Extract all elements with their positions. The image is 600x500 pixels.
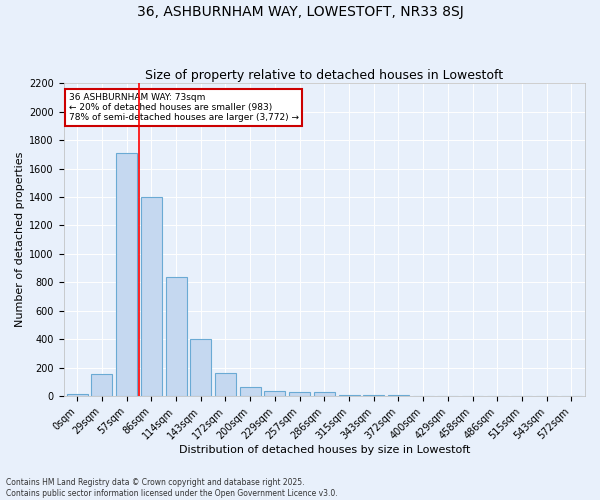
Bar xyxy=(338,395,359,396)
Bar xyxy=(67,394,88,396)
Bar xyxy=(239,387,260,396)
Bar xyxy=(141,197,162,396)
Text: 36, ASHBURNHAM WAY, LOWESTOFT, NR33 8SJ: 36, ASHBURNHAM WAY, LOWESTOFT, NR33 8SJ xyxy=(137,5,463,19)
Bar xyxy=(314,392,335,396)
Y-axis label: Number of detached properties: Number of detached properties xyxy=(15,152,25,328)
Title: Size of property relative to detached houses in Lowestoft: Size of property relative to detached ho… xyxy=(145,69,503,82)
Bar xyxy=(289,392,310,396)
Bar xyxy=(91,374,112,396)
Bar xyxy=(215,372,236,396)
Bar xyxy=(116,153,137,396)
Bar xyxy=(190,339,211,396)
Text: Contains HM Land Registry data © Crown copyright and database right 2025.
Contai: Contains HM Land Registry data © Crown c… xyxy=(6,478,338,498)
Text: 36 ASHBURNHAM WAY: 73sqm
← 20% of detached houses are smaller (983)
78% of semi-: 36 ASHBURNHAM WAY: 73sqm ← 20% of detach… xyxy=(69,92,299,122)
Bar xyxy=(265,390,286,396)
Bar xyxy=(166,278,187,396)
X-axis label: Distribution of detached houses by size in Lowestoft: Distribution of detached houses by size … xyxy=(179,445,470,455)
